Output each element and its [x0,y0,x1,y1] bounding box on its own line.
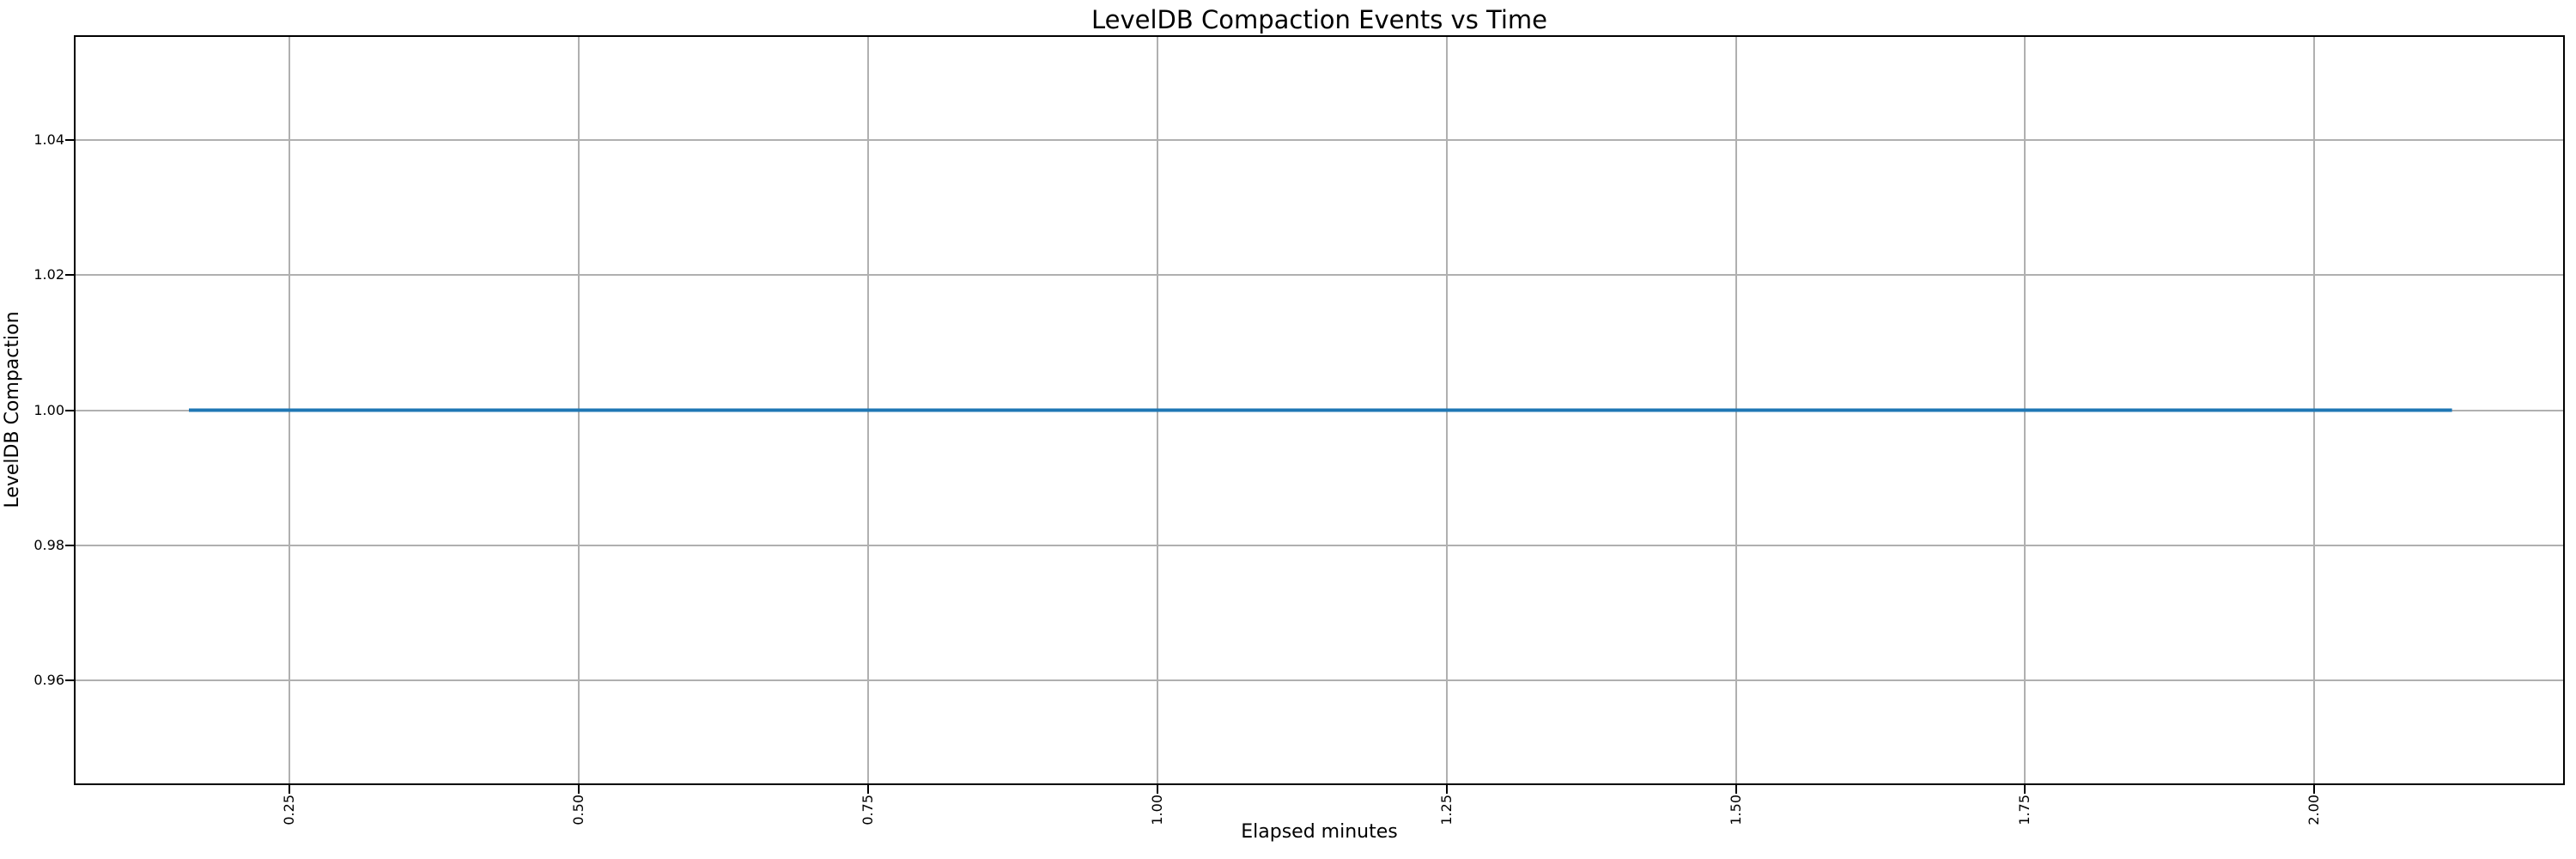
x-tick-mark [289,783,291,794]
y-gridline [76,139,2563,142]
y-tick-mark [65,409,76,411]
y-gridline [76,274,2563,277]
y-tick-mark [65,544,76,546]
y-tick-mark [65,139,76,142]
x-tick-mark [2024,783,2026,794]
y-tick-label: 1.02 [33,266,64,283]
y-tick-label: 0.98 [33,536,64,553]
y-tick-mark [65,274,76,277]
y-axis-label: LevelDB Compaction [2,311,23,509]
y-gridline [76,544,2563,546]
x-tick-mark [866,783,869,794]
x-tick-mark [578,783,580,794]
x-axis-label: Elapsed minutes [1241,821,1398,843]
y-tick-label: 0.96 [33,671,64,688]
chart-title: LevelDB Compaction Events vs Time [1091,5,1547,34]
plot-area: 0.25 0.50 0.75 1.00 1.25 1.50 1.75 2.00 0.96 0.98… [33,35,2565,825]
x-tick-mark [2313,783,2316,794]
y-tick-mark [65,679,76,681]
x-tick-mark [1156,783,1158,794]
y-gridline [76,679,2563,681]
y-tick-label: 1.00 [33,401,64,418]
x-tick-mark [1735,783,1737,794]
series-layer [189,408,2452,412]
y-tick-label: 1.04 [33,131,64,149]
x-tick-mark [1445,783,1448,794]
